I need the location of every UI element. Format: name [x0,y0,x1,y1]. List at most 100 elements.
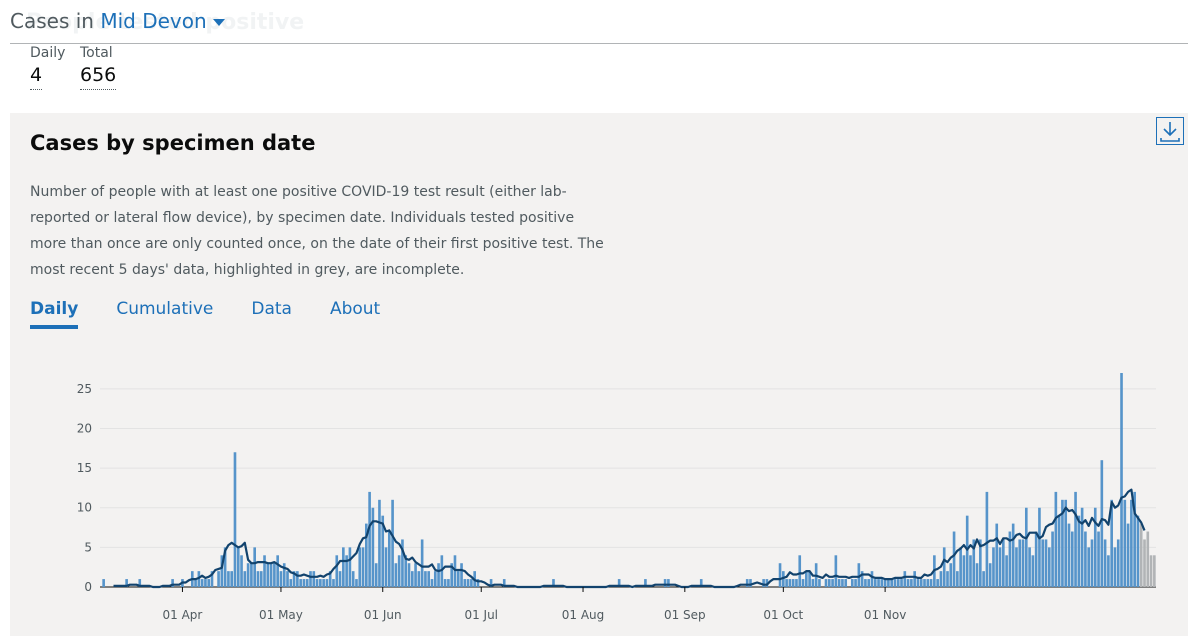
x-tick-label: 01 Sep [664,608,706,622]
bar [269,563,273,587]
bar [328,571,332,587]
bar [335,555,339,587]
bar [1051,531,1054,587]
metric-daily-value[interactable]: 4 [30,62,43,90]
bar [952,531,956,587]
bar [305,579,309,587]
bar [374,563,378,587]
bar [910,579,913,587]
bar [263,555,266,587]
area-selector[interactable]: Mid Devon [100,9,225,33]
bar [854,579,857,587]
bar [1146,531,1150,587]
bar [1090,539,1094,587]
bar [552,579,555,587]
bar [210,571,214,587]
tab-daily[interactable]: Daily [30,299,79,329]
bar [1011,523,1015,587]
bar [1031,555,1035,587]
bar [811,579,815,587]
x-tick-label: 01 Jul [464,608,498,622]
bar [923,579,926,587]
bar [808,571,811,587]
bar [466,579,470,587]
bar [240,555,243,587]
metric-total-value[interactable]: 656 [80,62,117,90]
bar [834,555,838,587]
bar [233,452,237,587]
y-tick-label: 20 [77,421,92,435]
bar [890,579,893,587]
download-button[interactable] [1156,117,1184,145]
bar [860,571,864,587]
bar [450,563,454,587]
header-prefix: Cases in [10,9,94,33]
x-tick-label: 01 Jun [364,608,402,622]
bar [906,579,910,587]
bar [1028,547,1031,587]
bar [276,555,279,587]
bar [453,555,457,587]
bar [841,579,844,587]
bar [1110,499,1113,587]
metric-total-label: Total [80,45,113,61]
bar [969,555,972,587]
bar [220,555,224,587]
bar [1041,539,1045,587]
y-tick-label: 5 [84,540,92,554]
bar [194,579,197,587]
bar [407,563,411,587]
bar [1021,539,1025,587]
cases-chart: 0 5 10 15 20 25 01 Apr 01 May 01 Jun 01 Jul 01 Aug… [77,373,1156,622]
bar [877,579,880,587]
bar [1133,491,1136,587]
bar [788,579,792,587]
bar [332,579,335,587]
bar [824,579,828,587]
bar [962,555,966,587]
bar [1123,499,1127,587]
bar [801,579,805,587]
bar [236,547,240,587]
bar [397,555,401,587]
tab-about[interactable]: About [329,299,381,319]
bar [985,491,989,587]
bar [1143,539,1146,587]
tab-cumulative[interactable]: Cumulative [116,299,214,319]
bar [266,563,270,587]
bar [745,579,749,587]
bar [1070,531,1074,587]
tab-data[interactable]: Data [251,299,292,319]
bar [250,563,253,587]
bar [401,539,404,587]
bar [204,579,207,587]
bar [1074,491,1077,587]
y-tick-label: 0 [84,580,92,594]
bar [959,547,962,587]
bar [463,579,467,587]
bar [916,579,920,587]
bar [795,579,798,587]
bar [259,571,263,587]
bar [804,571,808,587]
bar [302,579,306,587]
bar [893,579,897,587]
bar [387,531,391,587]
bar [1064,499,1068,587]
bar [1038,507,1041,587]
x-tick-label: 01 May [259,608,303,622]
bar [919,579,923,587]
bar [358,547,362,587]
bar [791,579,795,587]
bar [315,579,319,587]
bar [476,579,480,587]
bar [1047,547,1051,587]
bar [1080,507,1084,587]
bar [1130,499,1133,587]
bar [299,579,302,587]
bar [424,571,427,587]
bar [749,579,752,587]
bar [296,571,299,587]
bar [253,547,256,587]
bar [351,571,355,587]
